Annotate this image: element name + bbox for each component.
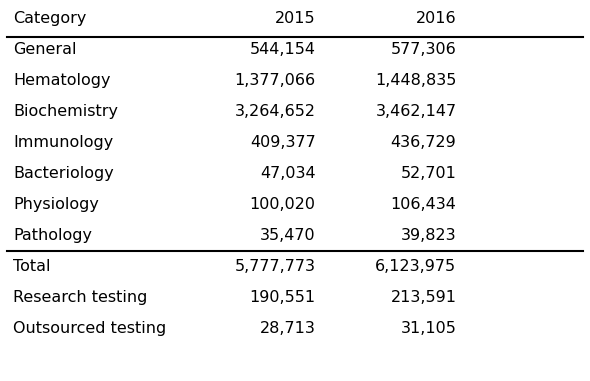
Text: 3,462,147: 3,462,147 [375,104,457,119]
Text: 2016: 2016 [416,11,457,26]
Text: 100,020: 100,020 [250,197,316,212]
Text: 35,470: 35,470 [260,228,316,243]
Text: 213,591: 213,591 [391,290,457,306]
Text: Research testing: Research testing [13,290,148,306]
Text: Total: Total [13,259,51,274]
Text: 39,823: 39,823 [401,228,457,243]
Text: 5,777,773: 5,777,773 [235,259,316,274]
Text: Physiology: Physiology [13,197,99,212]
Text: 52,701: 52,701 [401,166,457,181]
Text: Outsourced testing: Outsourced testing [13,322,166,336]
Text: Pathology: Pathology [13,228,92,243]
Text: 1,377,066: 1,377,066 [234,73,316,88]
Text: 1,448,835: 1,448,835 [375,73,457,88]
Text: Biochemistry: Biochemistry [13,104,118,119]
Text: Immunology: Immunology [13,135,113,150]
Text: 190,551: 190,551 [250,290,316,306]
Text: 577,306: 577,306 [391,42,457,57]
Text: 409,377: 409,377 [250,135,316,150]
Text: 544,154: 544,154 [250,42,316,57]
Text: Bacteriology: Bacteriology [13,166,114,181]
Text: 106,434: 106,434 [391,197,457,212]
Text: General: General [13,42,77,57]
Text: 2015: 2015 [275,11,316,26]
Text: 47,034: 47,034 [260,166,316,181]
Text: 31,105: 31,105 [401,322,457,336]
Text: 6,123,975: 6,123,975 [375,259,457,274]
Text: Category: Category [13,11,87,26]
Text: 436,729: 436,729 [391,135,457,150]
Text: 28,713: 28,713 [260,322,316,336]
Text: Hematology: Hematology [13,73,111,88]
Text: 3,264,652: 3,264,652 [235,104,316,119]
